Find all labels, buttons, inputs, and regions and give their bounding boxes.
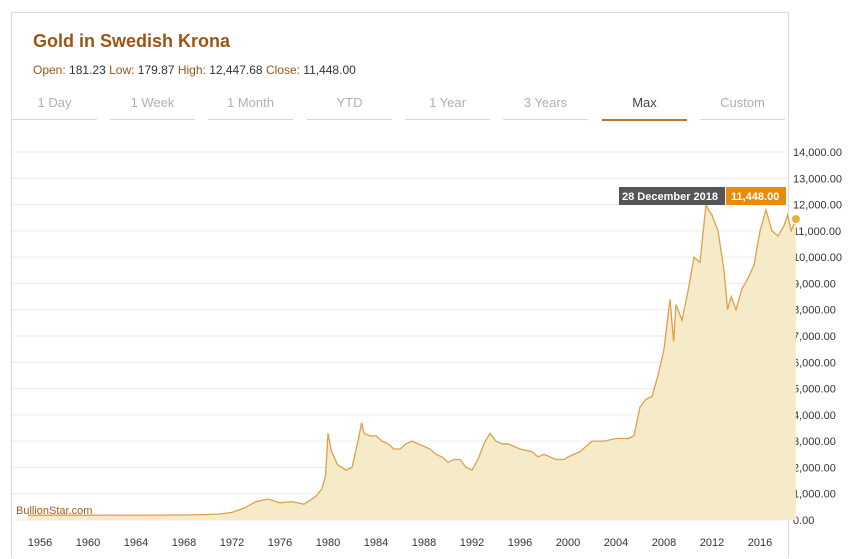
ohlc-summary: Open: 181.23 Low: 179.87 High: 12,447.68… — [33, 63, 356, 77]
y-tick-label: 9,000.00 — [793, 278, 836, 290]
y-tick-label: 10,000.00 — [793, 252, 842, 264]
close-value: 11,448.00 — [303, 63, 356, 77]
tooltip-value-box — [726, 187, 786, 205]
tab-custom[interactable]: Custom — [700, 93, 785, 120]
tab-1-month[interactable]: 1 Month — [208, 93, 293, 120]
x-tick-label: 2012 — [700, 537, 724, 549]
tab-1-week[interactable]: 1 Week — [110, 93, 195, 120]
x-tick-label: 1988 — [412, 537, 436, 549]
y-tick-label: 1,000.00 — [793, 489, 836, 501]
x-tick-label: 1992 — [460, 537, 484, 549]
x-tick-label: 2016 — [748, 537, 772, 549]
x-tick-label: 1984 — [364, 537, 388, 549]
x-tick-label: 1996 — [508, 537, 532, 549]
open-value: 181.23 — [69, 63, 106, 77]
tooltip-date-box — [619, 187, 725, 205]
x-tick-label: 1972 — [220, 537, 244, 549]
tab-1-day[interactable]: 1 Day — [12, 93, 97, 120]
y-tick-label: 3,000.00 — [793, 436, 836, 448]
x-tick-label: 1980 — [316, 537, 340, 549]
close-label: Close: — [265, 63, 300, 77]
last-point-marker[interactable] — [790, 214, 801, 225]
price-line — [28, 202, 797, 516]
x-tick-label: 2004 — [604, 537, 628, 549]
x-tick-label: 1956 — [28, 537, 52, 549]
y-tick-label: 0.00 — [793, 515, 814, 527]
tab-ytd[interactable]: YTD — [307, 93, 392, 120]
x-tick-label: 2000 — [556, 537, 580, 549]
low-label: Low: — [109, 63, 135, 77]
x-tick-label: 1964 — [124, 537, 148, 549]
open-label: Open: — [33, 63, 66, 77]
y-tick-label: 7,000.00 — [793, 331, 836, 343]
y-tick-label: 5,000.00 — [793, 384, 836, 396]
tab-1-year[interactable]: 1 Year — [405, 93, 490, 120]
y-tick-label: 12,000.00 — [793, 200, 842, 212]
tooltip-value: 11,448.00 — [731, 191, 779, 203]
tab-3-years[interactable]: 3 Years — [503, 93, 588, 120]
x-tick-label: 1968 — [172, 537, 196, 549]
chart-title: Gold in Swedish Krona — [33, 31, 231, 51]
x-tick-label: 2008 — [652, 537, 676, 549]
low-value: 179.87 — [137, 63, 175, 77]
high-value: 12,447.68 — [209, 63, 263, 77]
tooltip: 28 December 2018 11,448.00 — [619, 187, 786, 205]
range-tabs: 1 Day 1 Week 1 Month YTD 1 Year 3 Years … — [12, 93, 788, 121]
tab-max[interactable]: Max — [602, 93, 687, 121]
y-tick-label: 4,000.00 — [793, 410, 836, 422]
y-tick-label: 6,000.00 — [793, 357, 836, 369]
tooltip-date: 28 December 2018 — [622, 191, 718, 203]
y-tick-label: 14,000.00 — [793, 147, 842, 159]
high-label: High: — [177, 63, 206, 77]
y-tick-label: 2,000.00 — [793, 462, 836, 474]
y-tick-label: 13,000.00 — [793, 173, 842, 185]
x-tick-label: 1960 — [76, 537, 100, 549]
y-tick-label: 8,000.00 — [793, 305, 836, 317]
x-tick-label: 1976 — [268, 537, 292, 549]
y-tick-label: 11,000.00 — [793, 226, 841, 238]
watermark: BullionStar.com — [16, 505, 93, 517]
